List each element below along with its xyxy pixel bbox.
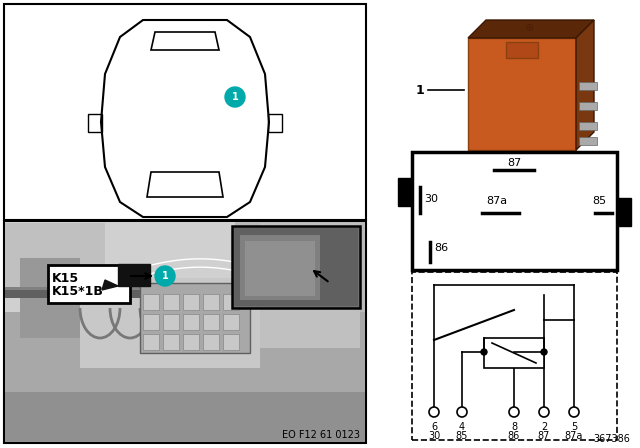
Bar bbox=[579, 137, 597, 145]
Bar bbox=[183, 334, 199, 350]
Text: K15: K15 bbox=[52, 272, 79, 285]
Bar bbox=[579, 82, 597, 90]
Text: ⊕: ⊕ bbox=[525, 23, 534, 33]
Circle shape bbox=[541, 349, 547, 355]
Text: 4: 4 bbox=[459, 422, 465, 432]
Text: 30: 30 bbox=[424, 194, 438, 204]
Bar bbox=[223, 294, 239, 310]
Text: 5: 5 bbox=[571, 422, 577, 432]
Text: 1: 1 bbox=[415, 83, 424, 96]
Circle shape bbox=[569, 407, 579, 417]
Text: 87a: 87a bbox=[486, 196, 507, 206]
Bar bbox=[5, 312, 365, 442]
Bar bbox=[468, 38, 576, 150]
Bar bbox=[163, 334, 179, 350]
Bar bbox=[203, 314, 219, 330]
Bar bbox=[183, 294, 199, 310]
Bar bbox=[223, 314, 239, 330]
Text: EO F12 61 0123: EO F12 61 0123 bbox=[282, 430, 360, 440]
Bar bbox=[4, 221, 366, 443]
Bar bbox=[163, 294, 179, 310]
Text: 8: 8 bbox=[511, 422, 517, 432]
Text: 2: 2 bbox=[541, 422, 547, 432]
Bar bbox=[143, 294, 159, 310]
Circle shape bbox=[155, 266, 175, 286]
Bar bbox=[48, 265, 130, 303]
Bar bbox=[506, 42, 538, 58]
Bar bbox=[88, 114, 102, 132]
Text: 1: 1 bbox=[162, 271, 168, 281]
Bar bbox=[20, 258, 80, 338]
Bar bbox=[5, 287, 265, 290]
Circle shape bbox=[457, 407, 467, 417]
Bar bbox=[163, 314, 179, 330]
Bar bbox=[183, 314, 199, 330]
Bar bbox=[143, 334, 159, 350]
Bar bbox=[412, 272, 617, 440]
Bar bbox=[268, 114, 282, 132]
Text: 85: 85 bbox=[456, 431, 468, 441]
Bar bbox=[579, 122, 597, 130]
Bar bbox=[203, 334, 219, 350]
Bar bbox=[232, 226, 360, 308]
Polygon shape bbox=[101, 20, 269, 217]
Text: K15*1B: K15*1B bbox=[52, 285, 104, 298]
Circle shape bbox=[509, 407, 519, 417]
Bar bbox=[5, 223, 105, 288]
Bar bbox=[412, 152, 617, 270]
Bar bbox=[5, 290, 265, 298]
Text: 1: 1 bbox=[232, 92, 238, 102]
Bar bbox=[203, 294, 219, 310]
Polygon shape bbox=[102, 280, 118, 290]
Text: 87a: 87a bbox=[565, 431, 583, 441]
Polygon shape bbox=[468, 20, 594, 38]
Bar bbox=[579, 102, 597, 110]
Text: 86: 86 bbox=[434, 243, 448, 253]
Bar bbox=[245, 241, 315, 296]
Circle shape bbox=[481, 349, 487, 355]
Bar bbox=[240, 235, 320, 300]
Bar bbox=[223, 334, 239, 350]
Bar bbox=[5, 392, 365, 442]
Text: 367386: 367386 bbox=[593, 434, 630, 444]
Bar bbox=[260, 223, 360, 348]
Text: 85: 85 bbox=[592, 196, 606, 206]
Bar bbox=[4, 4, 366, 220]
Text: 87: 87 bbox=[538, 431, 550, 441]
Bar bbox=[398, 178, 412, 206]
Bar bbox=[234, 228, 358, 306]
Bar bbox=[118, 264, 150, 286]
Text: 86: 86 bbox=[508, 431, 520, 441]
Circle shape bbox=[539, 407, 549, 417]
Text: 30: 30 bbox=[428, 431, 440, 441]
Bar bbox=[140, 283, 250, 353]
Circle shape bbox=[225, 87, 245, 107]
Circle shape bbox=[429, 407, 439, 417]
Bar bbox=[5, 222, 235, 318]
Bar bbox=[80, 278, 260, 368]
Text: 87: 87 bbox=[507, 158, 521, 168]
Bar bbox=[617, 198, 631, 226]
Bar bbox=[143, 314, 159, 330]
Text: 6: 6 bbox=[431, 422, 437, 432]
Polygon shape bbox=[576, 20, 594, 150]
Bar bbox=[484, 338, 544, 368]
Bar bbox=[5, 222, 365, 442]
